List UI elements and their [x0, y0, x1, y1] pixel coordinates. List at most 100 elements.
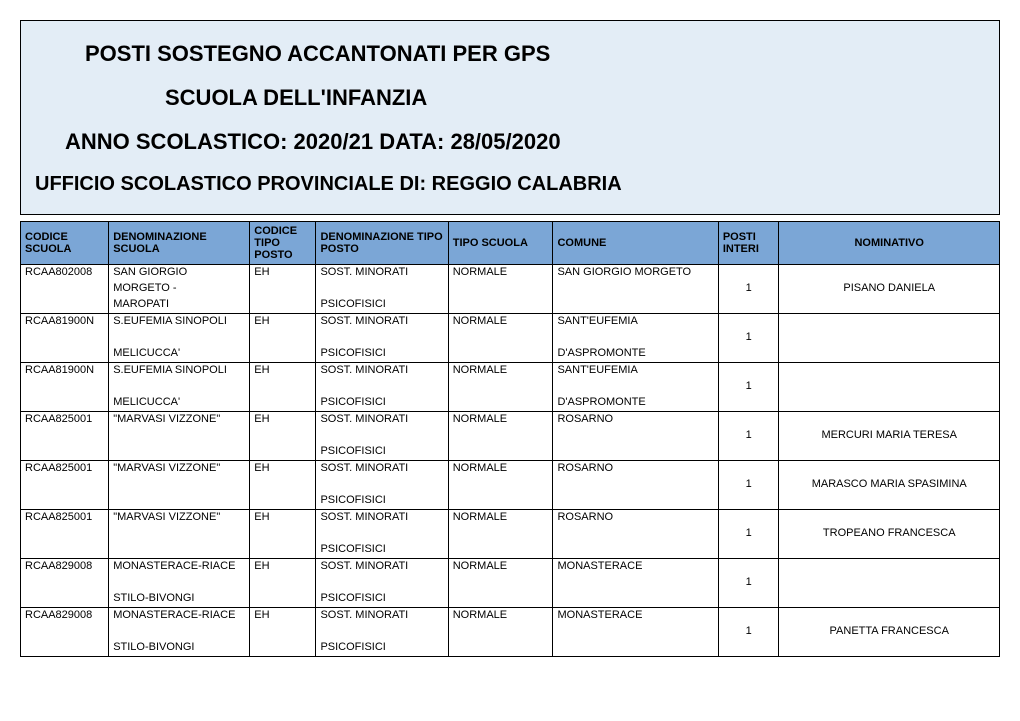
table-cell [718, 444, 779, 461]
table-row: 1MARASCO MARIA SPASIMINA [21, 477, 1000, 493]
table-cell: PSICOFISICI [316, 444, 448, 461]
table-row: MELICUCCA'PSICOFISICID'ASPROMONTE [21, 395, 1000, 412]
table-cell [448, 575, 553, 591]
table-cell: NORMALE [448, 461, 553, 478]
table-cell: RCAA825001 [21, 412, 109, 429]
table-cell: EH [250, 510, 316, 527]
table-cell: PSICOFISICI [316, 542, 448, 559]
table-row: MAROPATIPSICOFISICI [21, 297, 1000, 314]
table-cell: NORMALE [448, 314, 553, 331]
table-cell: PSICOFISICI [316, 346, 448, 363]
table-cell [109, 624, 250, 640]
table-cell: MELICUCCA' [109, 346, 250, 363]
table-cell [718, 542, 779, 559]
table-cell: S.EUFEMIA SINOPOLI [109, 363, 250, 380]
table-cell [109, 493, 250, 510]
table-cell [718, 314, 779, 331]
table-cell [21, 493, 109, 510]
table-cell: EH [250, 559, 316, 576]
table-cell [779, 575, 1000, 591]
table-cell: RCAA829008 [21, 608, 109, 625]
table-cell [779, 559, 1000, 576]
table-cell [718, 297, 779, 314]
table-cell: MONASTERACE [553, 608, 718, 625]
table-cell [779, 330, 1000, 346]
table-cell: NORMALE [448, 363, 553, 380]
table-cell [718, 395, 779, 412]
table-cell [779, 363, 1000, 380]
table-cell [21, 297, 109, 314]
table-cell: D'ASPROMONTE [553, 346, 718, 363]
table-row: STILO-BIVONGIPSICOFISICI [21, 640, 1000, 657]
table-cell: ROSARNO [553, 510, 718, 527]
title-line-4: UFFICIO SCOLASTICO PROVINCIALE DI: REGGI… [35, 173, 985, 196]
table-cell: MONASTERACE-RIACE [109, 559, 250, 576]
table-cell [779, 265, 1000, 282]
table-cell: NORMALE [448, 559, 553, 576]
table-cell [316, 526, 448, 542]
col-codice-scuola: CODICE SCUOLA [21, 222, 109, 265]
table-cell: MONASTERACE-RIACE [109, 608, 250, 625]
table-cell [718, 265, 779, 282]
table-cell [109, 477, 250, 493]
table-cell: SOST. MINORATI [316, 265, 448, 282]
table-cell [779, 314, 1000, 331]
table-row: 1 [21, 379, 1000, 395]
table-cell [250, 428, 316, 444]
table-cell: RCAA81900N [21, 363, 109, 380]
table-cell [553, 281, 718, 297]
table-cell [448, 640, 553, 657]
table-row: MELICUCCA' PSICOFISICI D'ASPROMONTE [21, 346, 1000, 363]
table-cell: D'ASPROMONTE [553, 395, 718, 412]
table-cell [316, 624, 448, 640]
table-cell [779, 395, 1000, 412]
table-cell: NORMALE [448, 608, 553, 625]
table-cell [316, 281, 448, 297]
table-cell: PANETTA FRANCESCA [779, 624, 1000, 640]
table-cell [109, 428, 250, 444]
table-cell [21, 395, 109, 412]
table-cell: SOST. MINORATI [316, 412, 448, 429]
table-cell [250, 477, 316, 493]
table-cell [21, 591, 109, 608]
table-cell [779, 493, 1000, 510]
table-cell: 1 [718, 477, 779, 493]
table-cell: S.EUFEMIA SINOPOLI [109, 314, 250, 331]
col-nominativo: NOMINATIVO [779, 222, 1000, 265]
table-row: 1TROPEANO FRANCESCA [21, 526, 1000, 542]
table-cell: 1 [718, 281, 779, 297]
col-posti-interi: POSTI INTERI [718, 222, 779, 265]
table-cell: 1 [718, 624, 779, 640]
table-cell: TROPEANO FRANCESCA [779, 526, 1000, 542]
table-cell [718, 559, 779, 576]
table-cell [109, 330, 250, 346]
table-row: PSICOFISICI [21, 444, 1000, 461]
table-cell [316, 428, 448, 444]
table-cell [109, 526, 250, 542]
table-row: RCAA829008MONASTERACE-RIACEEHSOST. MINOR… [21, 559, 1000, 576]
table-cell: PSICOFISICI [316, 395, 448, 412]
table-cell: RCAA829008 [21, 559, 109, 576]
table-cell: NORMALE [448, 265, 553, 282]
col-codice-tipo-posto: CODICE TIPO POSTO [250, 222, 316, 265]
table-cell: RCAA802008 [21, 265, 109, 282]
table-cell: PSICOFISICI [316, 591, 448, 608]
table-cell [109, 444, 250, 461]
table-cell [553, 330, 718, 346]
table-cell [553, 477, 718, 493]
table-cell [779, 608, 1000, 625]
table-cell: SOST. MINORATI [316, 510, 448, 527]
table-row: MORGETO -1PISANO DANIELA [21, 281, 1000, 297]
table-row: PSICOFISICI [21, 493, 1000, 510]
table-cell [779, 640, 1000, 657]
table-cell [779, 297, 1000, 314]
table-cell [448, 624, 553, 640]
table-cell [553, 428, 718, 444]
table-cell: EH [250, 363, 316, 380]
table-cell [21, 575, 109, 591]
table-cell [250, 591, 316, 608]
table-cell [250, 526, 316, 542]
table-cell [250, 379, 316, 395]
table-cell [250, 330, 316, 346]
table-cell [448, 526, 553, 542]
